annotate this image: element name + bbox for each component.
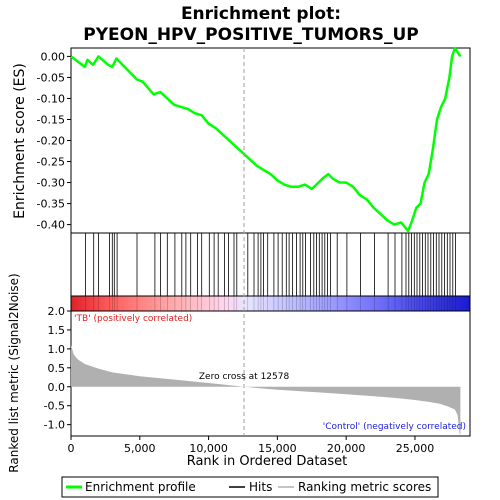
metric-y-axis: 2.0 1.5 1.0 0.5 0.0 -0.5 -1.0: [44, 305, 71, 432]
rank-gradient-strip: [71, 296, 470, 311]
hits-panel-frame: [70, 232, 471, 297]
legend: Enrichment profile Hits Ranking metric s…: [61, 476, 439, 498]
x-axis-label: Rank in Ordered Dataset: [187, 454, 348, 469]
x-tick-label: 25,000: [396, 442, 435, 455]
legend-label-metric: Ranking metric scores: [298, 480, 431, 494]
ranking-metric-area: [71, 345, 461, 435]
es-y-tick-label: -0.20: [37, 135, 65, 148]
es-y-axis: 0.00 -0.05 -0.10 -0.15 -0.20 -0.25 -0.30 -0.35 -…: [37, 50, 71, 232]
x-tick-label: 10,000: [189, 442, 228, 455]
x-tick-label: 5,000: [124, 442, 156, 455]
enrichment-profile-line: [70, 46, 462, 233]
x-tick-label: 0: [68, 442, 75, 455]
es-y-tick-label: -0.05: [37, 71, 65, 84]
metric-y-tick-label: 0.0: [48, 381, 66, 394]
es-panel: 0.00 -0.05 -0.10 -0.15 -0.20 -0.25 -0.30 -0.35 -…: [12, 46, 471, 234]
legend-label-enrichment: Enrichment profile: [85, 480, 196, 494]
es-y-tick-label: -0.15: [37, 113, 65, 126]
es-y-tick-label: -0.40: [37, 219, 65, 232]
legend-label-hits: Hits: [249, 480, 272, 494]
metric-panel: Zero cross at 12578 'TB' (positively cor…: [7, 48, 471, 473]
metric-y-tick-label: 1.5: [48, 324, 66, 337]
metric-y-tick-label: 1.0: [48, 343, 66, 356]
es-y-tick-label: 0.00: [41, 50, 66, 63]
es-y-tick-label: -0.10: [37, 92, 65, 105]
x-tick-label: 15,000: [258, 442, 297, 455]
negative-correlation-label: 'Control' (negatively correlated): [323, 422, 466, 432]
es-panel-frame: [70, 47, 471, 234]
metric-y-axis-label: Ranked list metric (Signal2Noise): [7, 273, 21, 472]
legend-box: [61, 476, 439, 498]
metric-y-tick-label: 0.5: [48, 362, 66, 375]
hit-marks: [85, 233, 457, 296]
es-y-tick-label: -0.25: [37, 156, 65, 169]
zero-cross-label: Zero cross at 12578: [199, 372, 290, 382]
metric-y-tick-label: -1.0: [44, 419, 65, 432]
chart-title-line1: Enrichment plot:: [181, 4, 341, 24]
x-tick-label: 20,000: [327, 442, 366, 455]
es-y-axis-label: Enrichment score (ES): [12, 63, 28, 219]
metric-y-tick-label: 2.0: [48, 305, 66, 318]
rank-bar-hit-marks: [85, 296, 456, 311]
metric-y-tick-label: -0.5: [44, 400, 65, 413]
x-axis: 0 5,000 10,000 15,000 20,000 25,000: [68, 436, 435, 455]
rank-color-bar: [70, 295, 471, 312]
es-y-tick-label: -0.35: [37, 198, 65, 211]
hits-panel: [70, 232, 471, 297]
positive-correlation-label: 'TB' (positively correlated): [74, 314, 192, 324]
chart-title-line2: PYEON_HPV_POSITIVE_TUMORS_UP: [83, 25, 418, 45]
es-y-tick-label: -0.30: [37, 177, 65, 190]
